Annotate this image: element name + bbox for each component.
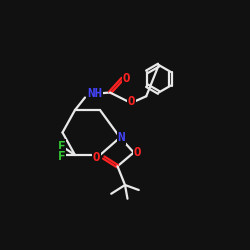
Text: N: N: [118, 131, 125, 144]
Text: O: O: [134, 146, 141, 159]
Text: F: F: [58, 150, 65, 163]
Text: O: O: [92, 151, 100, 164]
Text: O: O: [122, 72, 130, 85]
Text: NH: NH: [88, 87, 102, 100]
Text: O: O: [128, 95, 135, 108]
Text: F: F: [58, 140, 65, 153]
